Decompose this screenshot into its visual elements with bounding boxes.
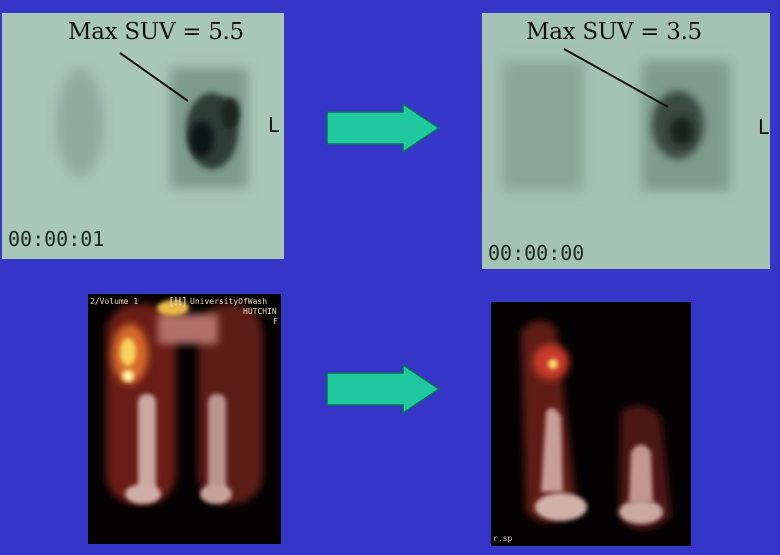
pre-treatment-pet-image: Max SUV = 5.5 L 00:00:01 xyxy=(2,13,284,259)
fusion-scan-graphic xyxy=(106,300,263,504)
max-suv-label: Max SUV = 5.5 xyxy=(68,19,244,45)
timecode: 00:00:00 xyxy=(488,241,585,265)
left-side-marker: L xyxy=(758,115,770,139)
pointer-line xyxy=(563,48,669,108)
pre-treatment-ct-fusion-image: 2/Volume 1 [H] UniversityOfWash HUTCHIN … xyxy=(88,294,281,544)
orientation-marker: [H] xyxy=(168,295,188,308)
pet-scan-graphic xyxy=(502,48,730,191)
post-treatment-ct-fusion-image: r.sp xyxy=(491,302,691,546)
patient-label: HUTCHIN xyxy=(243,307,277,316)
right-arrow-icon xyxy=(326,102,441,154)
pointer-line xyxy=(119,52,189,102)
series-label: 2/Volume 1 xyxy=(90,297,139,306)
sex-label: F xyxy=(273,317,278,326)
footer-label: r.sp xyxy=(493,534,513,543)
right-arrow-icon xyxy=(326,363,441,415)
left-side-marker: L xyxy=(268,113,280,137)
timecode: 00:00:01 xyxy=(8,227,105,251)
pet-scan-graphic xyxy=(56,52,248,188)
post-treatment-pet-image: Max SUV = 3.5 L 00:00:00 xyxy=(482,13,770,269)
fusion-scan-graphic xyxy=(521,320,671,530)
max-suv-label: Max SUV = 3.5 xyxy=(526,19,702,45)
institution-label: UniversityOfWash xyxy=(190,297,268,306)
